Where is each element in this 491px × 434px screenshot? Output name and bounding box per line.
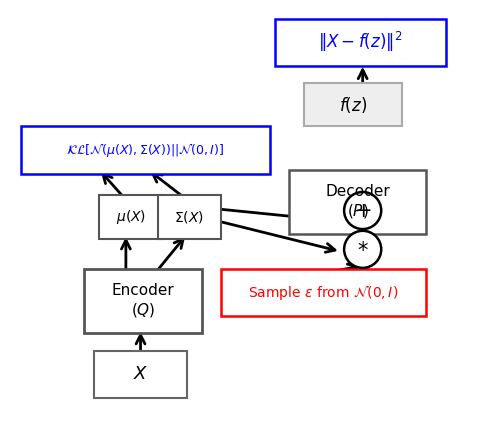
Text: $\mathcal{KL}[\mathcal{N}(\mu(X),\Sigma(X))||\mathcal{N}(0,I)]$: $\mathcal{KL}[\mathcal{N}(\mu(X),\Sigma(… — [66, 141, 224, 159]
Text: $+$: $+$ — [354, 201, 371, 220]
FancyBboxPatch shape — [275, 19, 446, 66]
Text: Sample $\epsilon$ from $\mathcal{N}(0,I)$: Sample $\epsilon$ from $\mathcal{N}(0,I)… — [248, 283, 399, 302]
FancyBboxPatch shape — [21, 126, 270, 174]
FancyBboxPatch shape — [221, 269, 426, 316]
FancyBboxPatch shape — [94, 351, 187, 398]
FancyBboxPatch shape — [84, 269, 202, 333]
Text: $*$: $*$ — [357, 239, 369, 260]
FancyBboxPatch shape — [304, 83, 402, 126]
Text: Encoder
$(Q)$: Encoder $(Q)$ — [111, 283, 174, 319]
Text: $f(z)$: $f(z)$ — [339, 95, 367, 115]
Text: $\mu(X)$: $\mu(X)$ — [116, 208, 146, 226]
Text: $X$: $X$ — [133, 365, 148, 383]
Text: $\Sigma(X)$: $\Sigma(X)$ — [174, 209, 204, 225]
Ellipse shape — [344, 192, 381, 229]
FancyBboxPatch shape — [289, 170, 426, 234]
Text: Decoder
$(P)$: Decoder $(P)$ — [326, 184, 390, 220]
FancyBboxPatch shape — [99, 195, 163, 239]
Ellipse shape — [344, 231, 381, 268]
FancyBboxPatch shape — [158, 195, 221, 239]
Text: $\|X - f(z)\|^2$: $\|X - f(z)\|^2$ — [318, 30, 403, 54]
